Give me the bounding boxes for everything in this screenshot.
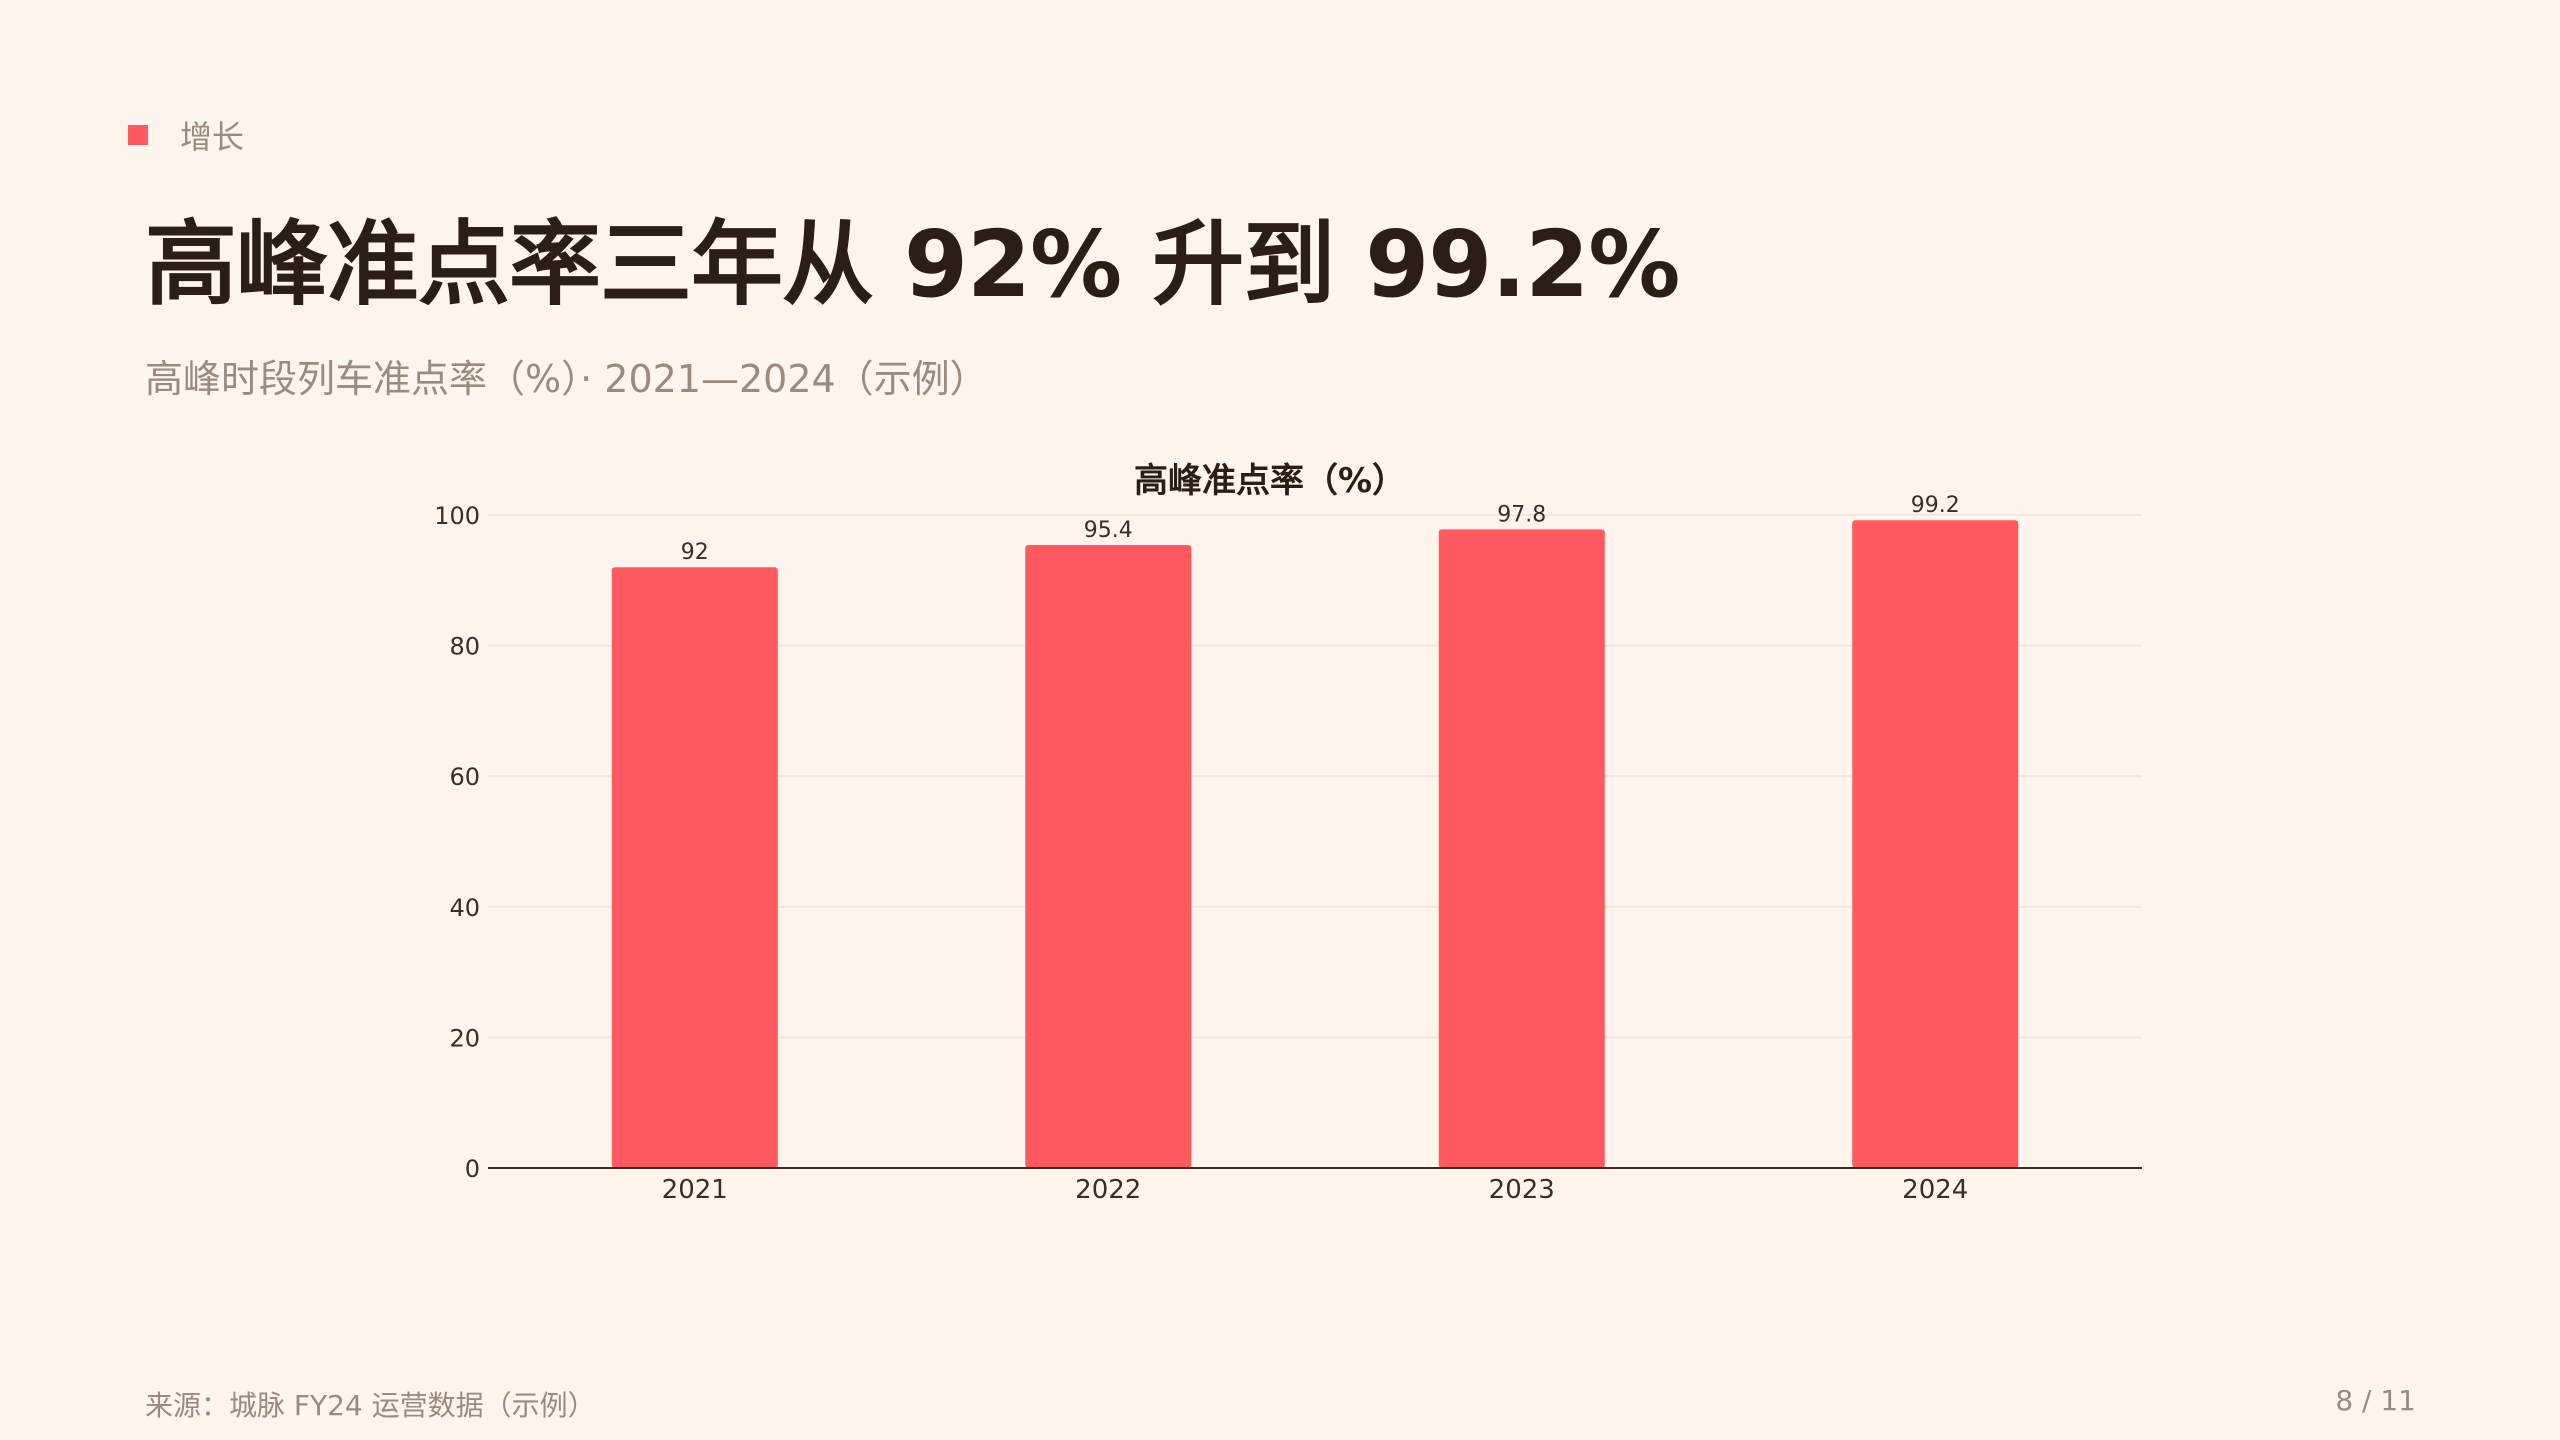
x-tick-label: 2022 xyxy=(1075,1175,1141,1205)
y-tick-label: 40 xyxy=(449,894,480,922)
chart-title: 高峰准点率（%） xyxy=(1134,461,1406,501)
data-label: 99.2 xyxy=(1911,493,1960,518)
x-tick-label: 2023 xyxy=(1489,1175,1555,1205)
bar-2023 xyxy=(1438,529,1605,1168)
y-tick-label: 0 xyxy=(465,1155,480,1183)
bar-2021 xyxy=(611,567,778,1168)
bar-2022 xyxy=(1025,545,1192,1168)
y-tick-label: 60 xyxy=(449,763,480,791)
x-axis: 2021 2022 2023 2024 xyxy=(662,1175,1969,1205)
tag-square-icon xyxy=(128,125,148,145)
page-subtitle: 高峰时段列车准点率（%）· 2021—2024（示例） xyxy=(145,357,988,401)
section-tag: 增长 xyxy=(128,112,244,158)
bars-layer xyxy=(611,520,2019,1168)
data-label: 97.8 xyxy=(1497,502,1546,527)
x-tick-label: 2021 xyxy=(662,1175,728,1205)
bar-2024 xyxy=(1852,520,2019,1168)
x-tick-label: 2024 xyxy=(1902,1175,1968,1205)
data-label: 92 xyxy=(681,540,709,565)
tag-label: 增长 xyxy=(180,118,245,156)
y-axis: 0 20 40 60 80 100 xyxy=(434,502,480,1183)
footer-source: 来源：城脉 FY24 运营数据（示例） xyxy=(145,1389,596,1422)
y-tick-label: 20 xyxy=(449,1024,480,1052)
page-title: 高峰准点率三年从 92% 升到 99.2% xyxy=(145,211,1680,318)
data-labels-layer: 92 95.4 97.8 99.2 xyxy=(681,493,1960,565)
page-number: 8 / 11 xyxy=(2335,1384,2416,1417)
data-label: 95.4 xyxy=(1084,518,1133,543)
y-tick-label: 100 xyxy=(434,502,480,530)
y-tick-label: 80 xyxy=(449,633,480,661)
